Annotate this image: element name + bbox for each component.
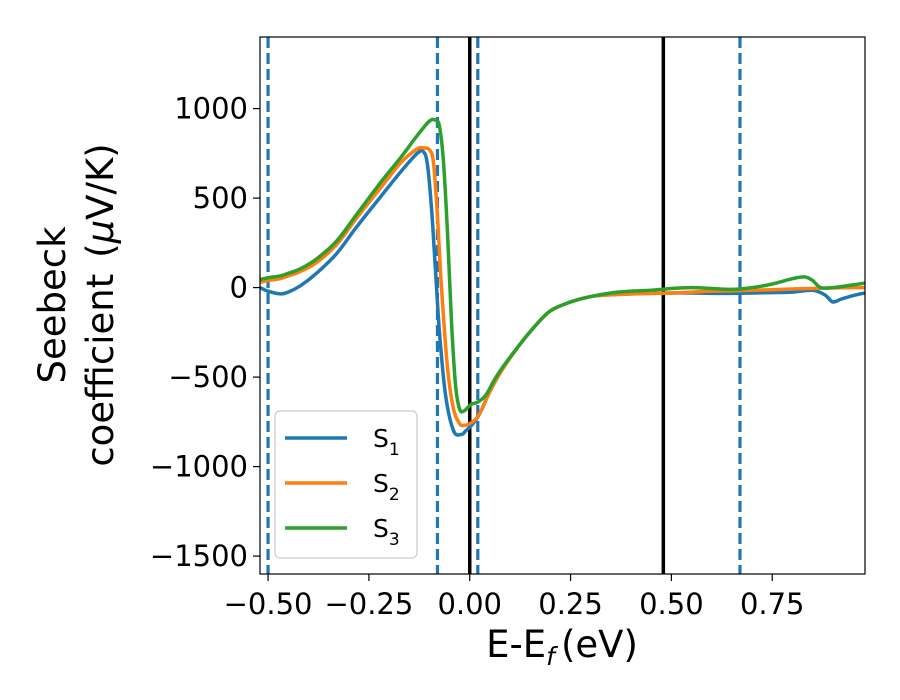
- y-axis-label: Seebeck: [31, 226, 74, 384]
- y-tick-label: 500: [193, 181, 248, 215]
- plot-frame: [259, 36, 866, 575]
- series-lines: [260, 117, 865, 437]
- y-axis-label-line1: Seebeck: [31, 226, 74, 384]
- y-tick-label: −1000: [150, 450, 248, 484]
- y-axis-ticks: 1000 500 0 −500 −1000 −1500: [150, 92, 260, 573]
- legend: S1 S2 S3: [274, 410, 418, 559]
- x-tick-label: 0.50: [639, 587, 704, 621]
- x-axis-label: E-Ef (eV): [486, 623, 638, 671]
- x-tick-label: 0.00: [437, 587, 502, 621]
- legend-label-s1: S1: [373, 424, 400, 460]
- y-axis-label-2: coefficient(μV/K): [79, 143, 122, 466]
- x-tick-label: 0.75: [740, 587, 805, 621]
- svg-text:coefficient(μV/K): coefficient(μV/K): [79, 143, 122, 466]
- legend-label-s3: S3: [373, 514, 400, 550]
- series-line-s2: [260, 145, 865, 428]
- x-tick-label: 0.25: [538, 587, 603, 621]
- series-line-s1: [260, 148, 865, 437]
- vertical-reference-lines: [266, 37, 742, 574]
- x-tick-label: −0.25: [324, 587, 413, 621]
- x-tick-label: −0.50: [224, 587, 313, 621]
- y-tick-label: −1500: [150, 539, 248, 573]
- x-axis-ticks: −0.50 −0.25 0.00 0.25 0.50 0.75: [224, 574, 805, 621]
- y-tick-label: −500: [168, 360, 248, 394]
- y-tick-label: 1000: [174, 92, 248, 126]
- y-tick-label: 0: [230, 271, 248, 305]
- series-line-s3: [260, 117, 865, 414]
- legend-label-s2: S2: [373, 469, 400, 505]
